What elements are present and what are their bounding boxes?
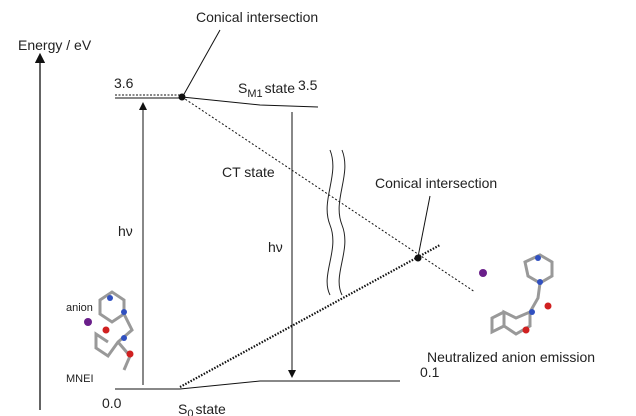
break-mark: [338, 149, 346, 296]
level-label: 3.6: [114, 75, 134, 91]
s0-level: [179, 380, 400, 390]
state-label: CT state: [222, 164, 275, 180]
caption: Neutralized anion emission: [427, 349, 595, 365]
photon-label: hν: [118, 223, 133, 239]
break-mark: [326, 149, 334, 296]
anion-dot: [479, 269, 487, 277]
molecule-label: MNEI: [66, 373, 94, 385]
axis-label: Energy / eV: [18, 37, 92, 53]
pointer: [182, 29, 221, 97]
ct-line: [181, 96, 476, 293]
level-label: 0.0: [102, 395, 122, 411]
level-label: 3.5: [298, 77, 318, 93]
molecule-left: [84, 290, 134, 371]
sm1-level: [181, 96, 319, 108]
state-label: S0 state: [178, 401, 226, 416]
molecule-right: [490, 253, 554, 336]
photon-label: hν: [268, 239, 283, 255]
state-label: SM1 state: [238, 80, 295, 100]
s0-rise-line: [179, 244, 441, 388]
ci-point: [414, 254, 422, 262]
pointer: [417, 195, 431, 258]
ci-label: Conical intersection: [375, 175, 497, 191]
level-label: 0.1: [420, 364, 440, 380]
ci-label: Conical intersection: [196, 9, 318, 25]
molecule-label: anion: [66, 302, 93, 314]
